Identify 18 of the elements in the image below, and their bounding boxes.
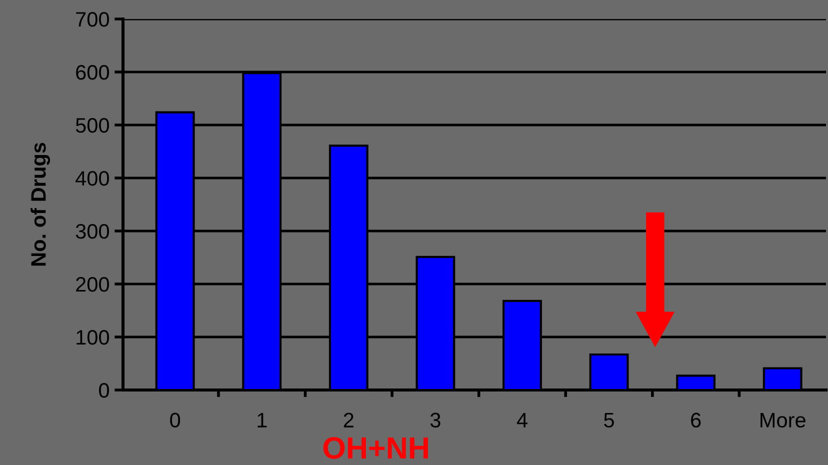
y-tick-label: 300 bbox=[76, 224, 109, 239]
x-tick-label: 0 bbox=[170, 412, 180, 428]
y-tick-label: 600 bbox=[76, 65, 109, 80]
x-tick-label: More bbox=[760, 412, 806, 428]
y-tick-label: 200 bbox=[76, 277, 109, 292]
x-axis-title: OH+NH bbox=[323, 437, 428, 459]
x-tick-label: 6 bbox=[691, 412, 701, 428]
x-tick-label: 2 bbox=[344, 412, 354, 428]
x-tick-label: 4 bbox=[516, 412, 528, 428]
x-tick-label: 3 bbox=[430, 412, 440, 428]
y-tick-label: 400 bbox=[76, 171, 109, 186]
y-tick-label: 100 bbox=[76, 330, 109, 345]
y-tick-label: 0 bbox=[99, 383, 109, 398]
y-axis-title: No. of Drugs bbox=[30, 142, 50, 266]
x-tick-label: 5 bbox=[604, 412, 614, 428]
x-tick-label: 1 bbox=[258, 412, 267, 428]
y-tick-label: 700 bbox=[76, 12, 109, 27]
y-tick-label: 500 bbox=[76, 118, 109, 133]
